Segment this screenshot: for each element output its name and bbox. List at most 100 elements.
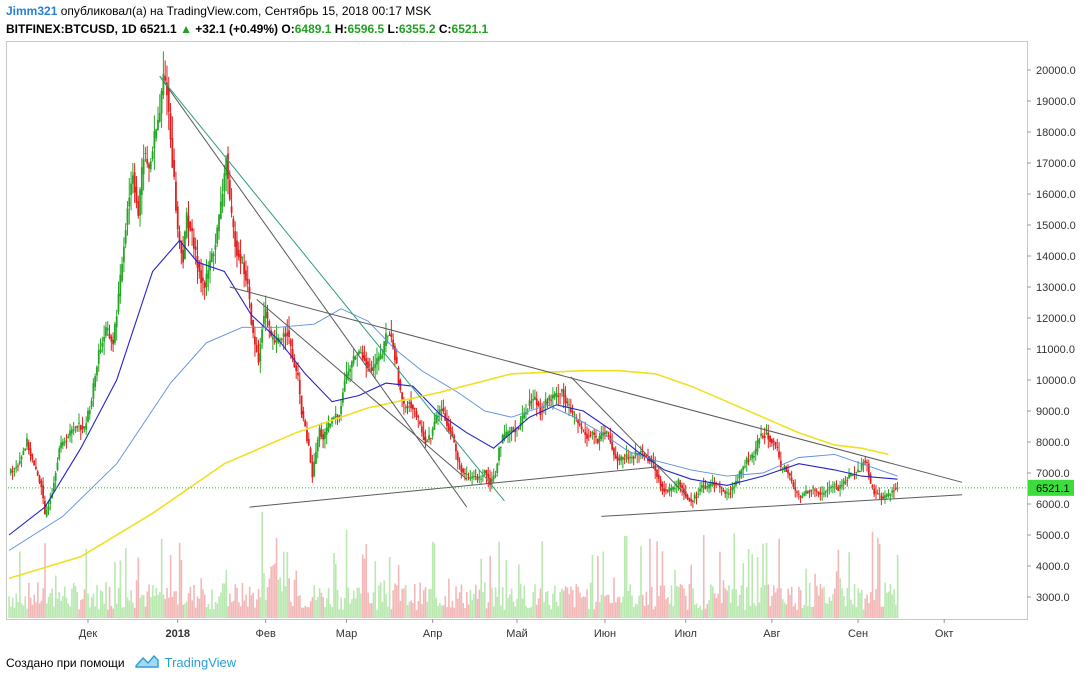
candle-body — [29, 448, 32, 456]
candle-body — [882, 496, 885, 499]
candle-body — [670, 487, 673, 491]
volume-bar — [72, 582, 75, 618]
y-tick-label: 18000.0 — [1036, 127, 1076, 139]
volume-bar — [252, 592, 255, 618]
candle-body — [228, 180, 231, 200]
candle-body — [641, 451, 644, 453]
volume-bar — [24, 596, 27, 618]
volume-bar — [555, 601, 558, 618]
candle-body — [756, 439, 759, 452]
candle-body — [803, 493, 806, 496]
candle-body — [410, 401, 412, 409]
volume-bar — [864, 598, 867, 618]
candle-body — [589, 434, 592, 436]
price-chart[interactable]: 20000.0 19000.0 18000.0 17000.0 16000.0 15000… — [0, 0, 1088, 650]
volume-bar — [135, 580, 138, 618]
candle-body — [464, 473, 466, 474]
volume-bar — [778, 538, 780, 618]
volume-bar — [690, 564, 692, 618]
volume-bar — [814, 573, 816, 618]
tradingview-logo-icon[interactable] — [134, 654, 159, 671]
volume-bar — [494, 587, 497, 618]
candle-body — [489, 478, 491, 486]
candle-body — [806, 491, 809, 494]
volume-bar — [837, 549, 840, 618]
volume-bar — [333, 552, 335, 618]
volume-bar — [51, 588, 53, 618]
volume-bar — [442, 605, 445, 618]
volume-bar — [354, 598, 357, 618]
candle-body — [26, 438, 28, 447]
candle-body — [356, 354, 359, 356]
candle-body — [11, 471, 14, 473]
candle-body — [693, 494, 696, 499]
volume-bar — [449, 607, 452, 618]
candle-body — [431, 428, 434, 436]
volume-bar — [672, 606, 675, 618]
volume-bar — [35, 602, 37, 618]
candle-body — [406, 405, 409, 409]
volume-bar — [746, 587, 748, 618]
volume-bar — [505, 560, 508, 618]
candle-body — [616, 456, 619, 461]
volume-bar — [774, 592, 777, 618]
volume-bar — [212, 609, 215, 618]
volume-bar — [107, 609, 109, 618]
volume-bar — [159, 592, 161, 618]
volume-bar — [162, 594, 165, 618]
volume-bar — [87, 593, 89, 618]
candle-body — [476, 477, 479, 480]
candle-body — [9, 469, 12, 473]
volume-bar — [56, 598, 59, 618]
author-link[interactable]: Jimm321 — [6, 4, 58, 18]
candle-body — [751, 454, 754, 459]
candle-body — [347, 371, 350, 376]
high-label: H: — [334, 22, 348, 36]
candle-body — [429, 437, 432, 439]
tradingview-brand-link[interactable]: TradingView — [164, 655, 237, 670]
volume-bar — [643, 605, 646, 618]
volume-bar — [406, 605, 409, 618]
candle-body — [99, 349, 102, 353]
candle-body — [433, 422, 436, 430]
candle-body — [582, 429, 585, 431]
volume-bar — [171, 596, 174, 618]
volume-bar — [329, 604, 332, 618]
volume-bar — [830, 600, 833, 618]
candle-body — [203, 282, 206, 289]
volume-bar — [334, 564, 337, 618]
volume-bar — [98, 609, 100, 618]
volume-bar — [440, 605, 443, 618]
candle-body — [645, 455, 648, 457]
volume-bar — [124, 548, 127, 618]
volume-bar — [868, 603, 870, 618]
y-tick-label: 20000.0 — [1036, 65, 1076, 77]
volume-bar — [697, 608, 700, 618]
candle-body — [279, 339, 281, 341]
candle-body — [178, 231, 181, 241]
volume-bar — [860, 589, 863, 618]
volume-bar — [47, 596, 50, 618]
candle-body — [440, 409, 443, 411]
volume-bar — [381, 601, 384, 618]
candle-body — [81, 426, 84, 430]
x-tick-label: Сен — [848, 628, 868, 640]
volume-bar — [683, 588, 685, 618]
candle-body — [842, 480, 845, 485]
volume-bar — [503, 609, 506, 618]
ma-slow-line — [8, 369, 889, 580]
volume-bar — [327, 588, 330, 618]
candle-body — [704, 486, 707, 489]
candle-body — [465, 474, 468, 476]
candle-body — [474, 476, 477, 478]
volume-bar — [133, 607, 136, 618]
volume-bar — [647, 604, 649, 618]
candle-body — [424, 436, 427, 444]
volume-bar — [331, 607, 333, 618]
candle-body — [745, 457, 748, 464]
symbol-label: BITFINEX:BTCUSD, 1D — [6, 22, 137, 36]
volume-bar — [105, 582, 107, 618]
candle-body — [535, 398, 538, 406]
volume-bar — [571, 590, 574, 618]
candle-body — [243, 262, 246, 275]
